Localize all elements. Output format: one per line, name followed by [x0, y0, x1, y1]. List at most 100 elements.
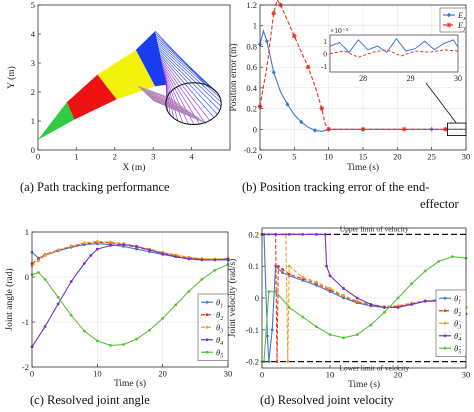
panel-a-link4-sweep: [135, 31, 167, 87]
panel-c-legend-sub: 5: [220, 353, 223, 359]
panel-a-plot: 0 1 2 3 4 0 1 2 3 4 5 X (m) Y (m): [6, 0, 231, 173]
panel-d-series-4-point: [355, 296, 359, 300]
panel-d-legend: θ̇1θ̇2θ̇3θ̇4θ̇5: [435, 289, 467, 357]
panel-b-xtick-label: 0: [258, 152, 262, 162]
panel-a-lower-fan-line: [139, 87, 176, 102]
panel-d-ylabel: Joint velocity (rad/s): [227, 259, 238, 338]
panel-d-series-4-point: [325, 264, 328, 268]
panel-d-ytick-label: -0.1: [246, 325, 259, 335]
panel-b-inset-xtick: 28: [359, 74, 367, 83]
panel-a-ytick-label: 2: [31, 87, 35, 97]
panel-c-ytick-label: 1: [25, 227, 29, 237]
panel-b-series-1-point: [271, 69, 276, 75]
panel-b-legend-label: Ex: [457, 10, 466, 22]
panel-d-legend-label: θ̇2: [454, 306, 461, 318]
panel-a-link5-fan-line: [158, 49, 220, 111]
panel-d-legend-marker: [443, 334, 447, 338]
panel-a-link2-sweep: [66, 74, 117, 120]
panel-d-legend-sub: 5: [458, 349, 461, 355]
panel-a-ytick-label: 4: [31, 29, 36, 39]
panel-d-legend-marker: [443, 309, 447, 313]
panel-b-series-2-point: [443, 126, 448, 132]
panel-d-legend-name: θ̇: [454, 343, 461, 353]
panel-b-zoom-rect: [447, 122, 467, 136]
panel-c-series-4-point: [213, 258, 217, 262]
panel-c-series-3-point: [95, 240, 99, 243]
panel-a-lower-fan-line: [147, 95, 195, 115]
panel-b-legend-label: Ey: [457, 20, 466, 32]
panel-a-lower-fan-line: [150, 98, 202, 121]
panel-c-legend-sub: 3: [219, 328, 223, 334]
panel-d-ytick-label: 0.2: [248, 229, 259, 239]
panel-c-plot: 0 10 20 30 -2 -1 0 1 Time (s) Joint angle (rad)…: [4, 227, 232, 389]
panel-c-legend-sub: 4: [220, 340, 223, 347]
panel-d-series-2-point: [281, 267, 284, 271]
panel-d-legend-sub: 1: [458, 299, 461, 305]
panel-b-series-2-point: [326, 126, 332, 132]
panel-d-series-5-point: [423, 269, 427, 273]
panel-d-series-4-point: [383, 306, 386, 309]
panel-c-legend-label: θ1: [216, 297, 223, 309]
caption-b-line1: (b) Position tracking error of the end-: [242, 180, 429, 194]
panel-c-legend-name: θ: [216, 310, 220, 320]
panel-d-xtick-label: 30: [462, 370, 471, 380]
panel-d-upper-limit-label: Upper limit of velocity: [340, 224, 409, 233]
panel-b-inset: 28 29 30 1 0 -1 ×10⁻⁵: [321, 26, 462, 83]
panel-b-ytick-label: -0.2: [244, 145, 257, 155]
panel-b-inset-xtick: 30: [454, 74, 462, 83]
panel-d-series-2-line: [262, 233, 467, 362]
panel-d-legend-sub: 3: [457, 324, 461, 330]
panel-a-link5-fan-line: [160, 55, 215, 118]
panel-b-inset-ytick: 0: [323, 50, 327, 59]
panel-d-legend-label: θ̇4: [454, 331, 461, 343]
panel-d-xlabel: Time (s): [348, 379, 380, 390]
panel-c-legend-marker: [205, 338, 209, 342]
panel-c-series-5-point: [69, 313, 73, 317]
panel-d-lower-limit-label: Lower limit of velocity: [339, 364, 409, 373]
panel-c-legend-name: θ: [216, 297, 220, 307]
panel-d-series-1-point: [270, 328, 274, 332]
panel-b-inset-ytick: -1: [321, 62, 327, 71]
panel-d-ytick-label: -0.2: [246, 357, 259, 367]
panel-a-link5-fan-line: [156, 38, 219, 95]
panel-c-series-4-point: [187, 257, 191, 261]
panel-b-series-2-point: [291, 33, 297, 39]
panel-b-xtick-label: 10: [324, 152, 333, 162]
panel-a-ytick-label: 0: [31, 145, 35, 155]
panel-b-legend-marker: [447, 12, 451, 18]
panel-d-legend-marker: [443, 296, 447, 300]
panel-c-ticks: 0 10 20 30 -2 -1 0 1: [22, 227, 232, 379]
panel-b-series-2-point: [360, 126, 366, 132]
panel-a-lower-fan-line: [153, 100, 208, 125]
panel-d-legend-name: θ̇: [454, 293, 461, 303]
panel-b-ticks: 0 5 10 15 20 25 30-0.200.20.40.60.811.2: [244, 0, 471, 162]
panel-b-ytick-label: 1: [253, 21, 257, 31]
panel-a-arm-sweep: [38, 30, 222, 140]
panel-c-series-4-point: [89, 254, 93, 257]
panel-c-series-5-point: [43, 277, 47, 281]
panel-d-series-4-point: [396, 306, 400, 309]
panel-d-series-2-point: [275, 360, 279, 364]
panel-a-xtick-label: 3: [151, 152, 155, 162]
panel-c-series-5-point: [56, 295, 60, 299]
panel-c-series: [30, 240, 230, 349]
panel-c-series-5-point: [148, 328, 152, 332]
panel-d-series-4-point: [323, 232, 327, 236]
panel-b-ytick-label: 0: [253, 124, 257, 134]
panel-c-ylabel: Joint angle (rad): [4, 268, 15, 330]
panel-c-series-4-point: [43, 325, 47, 328]
panel-c-series-5-point: [174, 303, 178, 307]
caption-c: (c) Resolved joint angle: [30, 393, 150, 407]
panel-b-inset-series-2: [329, 49, 459, 58]
panel-c-legend-marker: [205, 300, 209, 304]
panel-a-link5-fan-line: [161, 60, 206, 123]
panel-a-link5-fan-line: [157, 41, 221, 99]
caption-d: (d) Resolved joint velocity: [260, 393, 394, 407]
panel-d-series-5-point: [315, 325, 318, 329]
panel-c-series-5-point: [82, 329, 86, 333]
panel-c-series-4-point: [56, 302, 60, 306]
panel-d-series-4-point: [410, 302, 413, 306]
panel-c-series-4-point: [148, 248, 152, 252]
